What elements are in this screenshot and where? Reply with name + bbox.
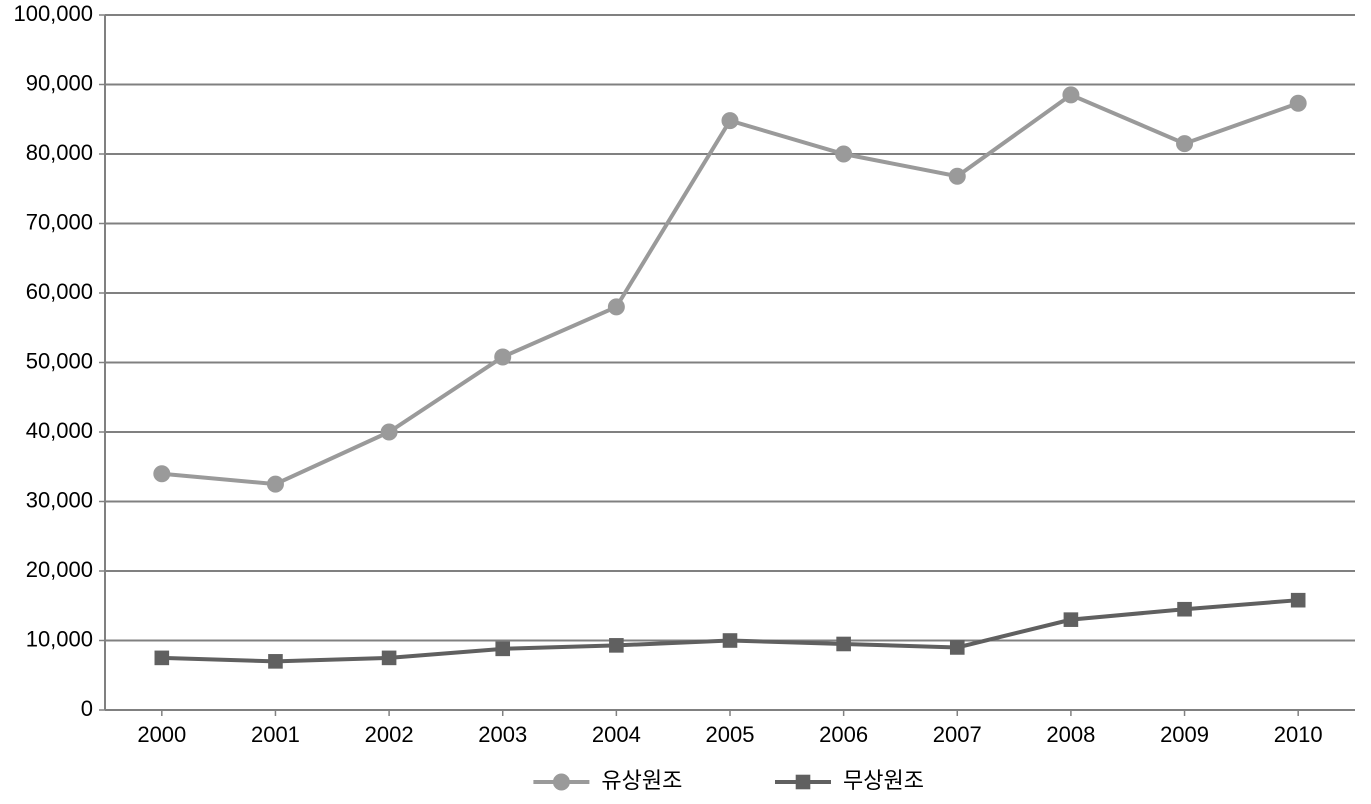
legend-marker <box>553 774 569 790</box>
x-axis-label: 2003 <box>478 722 527 747</box>
y-axis-label: 100,000 <box>13 1 93 26</box>
series-marker <box>267 476 283 492</box>
series-marker <box>1178 602 1192 616</box>
series-marker <box>1063 87 1079 103</box>
y-axis-label: 10,000 <box>26 626 93 651</box>
series-marker <box>1177 136 1193 152</box>
series-marker <box>155 651 169 665</box>
y-axis-label: 60,000 <box>26 279 93 304</box>
legend-marker <box>796 775 810 789</box>
legend-label: 무상원조 <box>843 768 924 793</box>
series-marker <box>269 655 283 669</box>
x-axis-label: 2005 <box>706 722 755 747</box>
series-marker <box>722 113 738 129</box>
line-chart: 0 10,000 20,000 30,000 40,000 50,000 60,000 70,… <box>0 0 1371 804</box>
x-axis-label: 2009 <box>1160 722 1209 747</box>
x-axis-label: 2001 <box>251 722 300 747</box>
x-axis-label: 2004 <box>592 722 641 747</box>
series-marker <box>608 299 624 315</box>
y-axis-label: 40,000 <box>26 418 93 443</box>
series-marker <box>837 637 851 651</box>
y-axis-label: 80,000 <box>26 140 93 165</box>
series-marker <box>381 424 397 440</box>
series-marker <box>950 641 964 655</box>
y-axis-label: 70,000 <box>26 209 93 234</box>
series-marker <box>154 466 170 482</box>
y-axis-label: 0 <box>81 696 93 721</box>
series-marker <box>723 634 737 648</box>
x-axis-label: 2002 <box>365 722 414 747</box>
legend-label: 유상원조 <box>601 768 682 793</box>
x-axis-label: 2007 <box>933 722 982 747</box>
y-axis-label: 20,000 <box>26 557 93 582</box>
y-axis-label: 90,000 <box>26 70 93 95</box>
series-marker <box>1291 593 1305 607</box>
x-axis-label: 2008 <box>1046 722 1095 747</box>
x-axis-label: 2010 <box>1274 722 1323 747</box>
x-axis-label: 2000 <box>137 722 186 747</box>
series-marker <box>836 146 852 162</box>
chart-svg: 0 10,000 20,000 30,000 40,000 50,000 60,000 70,… <box>0 0 1371 804</box>
series-marker <box>610 639 624 653</box>
series-marker <box>949 168 965 184</box>
series-marker <box>1290 95 1306 111</box>
y-axis-label: 30,000 <box>26 487 93 512</box>
x-axis-label: 2006 <box>819 722 868 747</box>
series-marker <box>495 349 511 365</box>
y-axis-label: 50,000 <box>26 348 93 373</box>
series-marker <box>382 651 396 665</box>
series-marker <box>496 642 510 656</box>
series-marker <box>1064 613 1078 627</box>
